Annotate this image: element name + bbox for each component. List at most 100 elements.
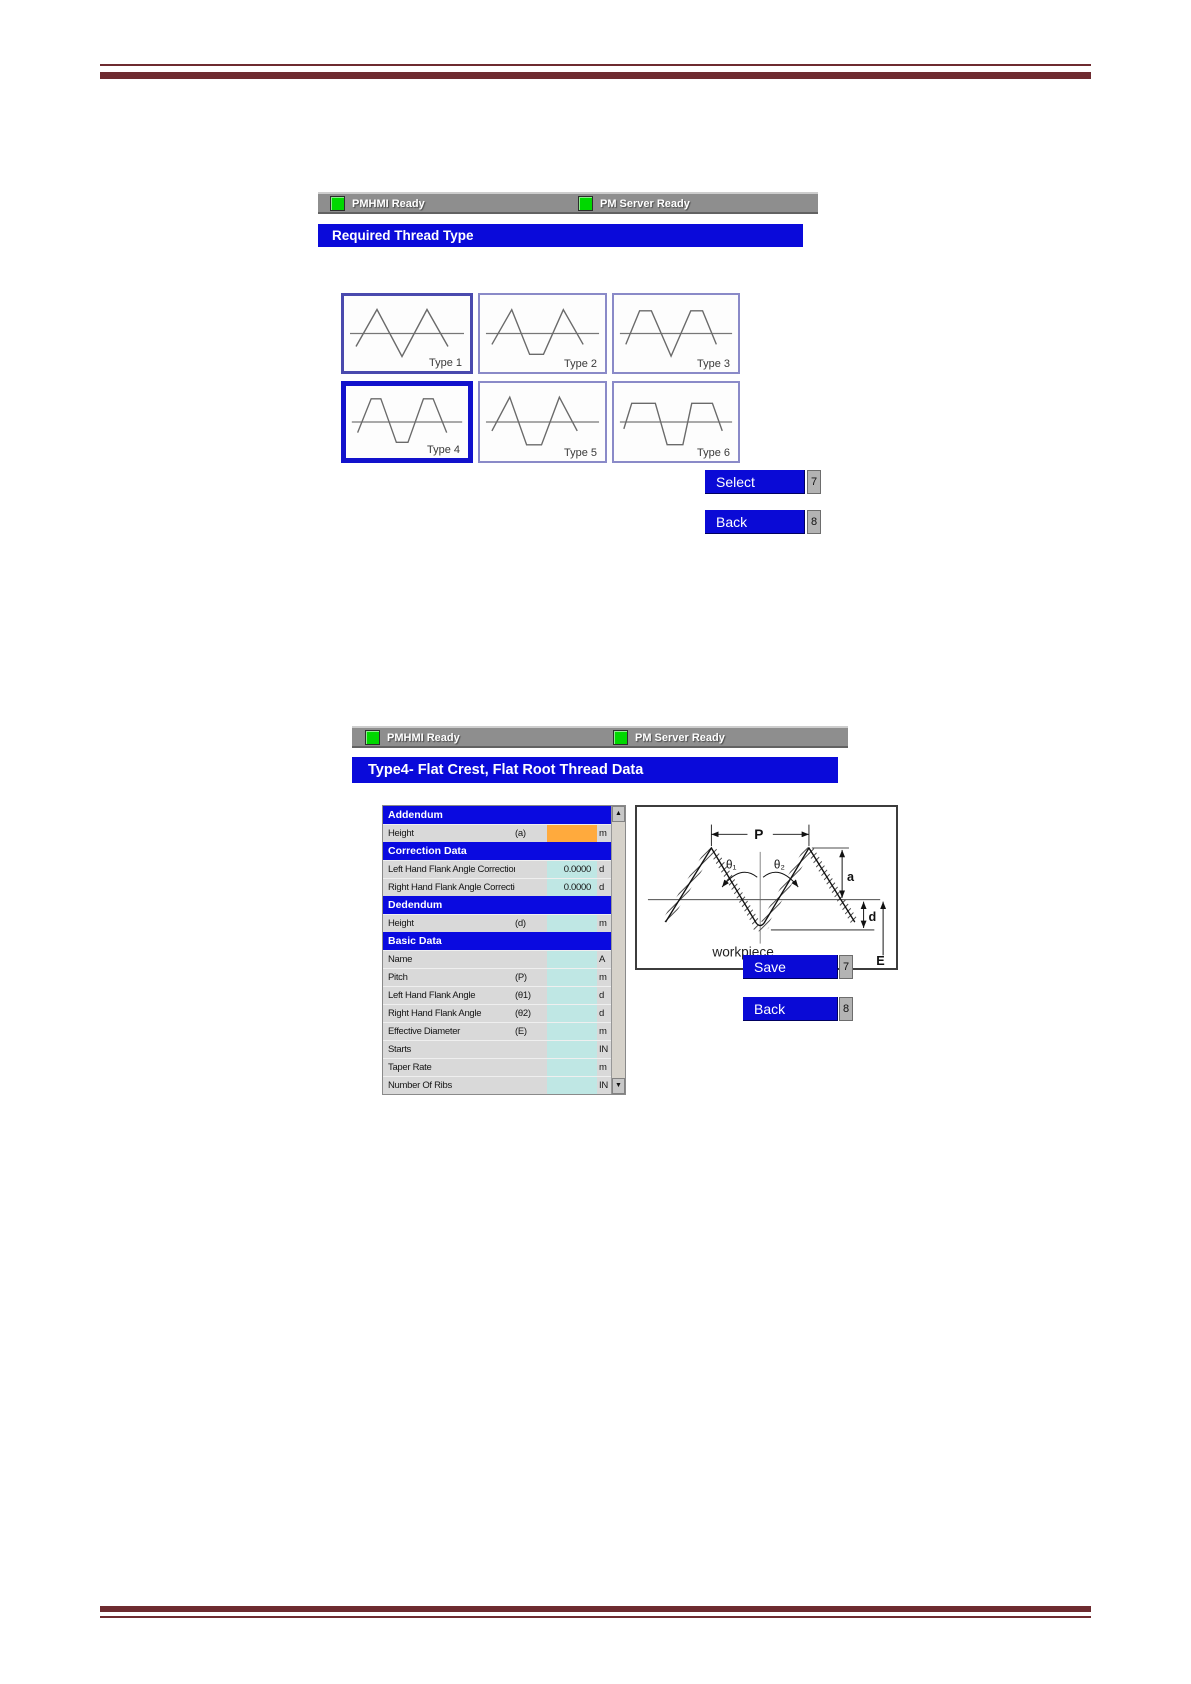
table-row: Left Hand Flank Angle Correction 0.0000 … — [383, 860, 611, 878]
value-field[interactable] — [547, 1059, 597, 1076]
thread-type-5[interactable]: Type 5 — [478, 381, 607, 463]
unit-cell: IN — [599, 1044, 608, 1055]
row-label: Right Hand Flank Angle Correction — [388, 882, 515, 893]
row-label: Effective Diameter — [388, 1026, 461, 1037]
function-key-7[interactable]: 7 — [807, 470, 821, 494]
thread-type-3[interactable]: Type 3 — [612, 293, 740, 374]
theta2-label: θ₂ — [774, 858, 785, 871]
function-key-8[interactable]: 8 — [839, 997, 853, 1021]
table-row: Left Hand Flank Angle (θ1) d — [383, 986, 611, 1004]
table-section-header: Dedendum — [383, 896, 611, 914]
value-field[interactable] — [547, 987, 597, 1004]
table-section-header: Addendum — [383, 806, 611, 824]
status-led-icon — [578, 196, 593, 211]
table-row: Right Hand Flank Angle Correction 0.0000… — [383, 878, 611, 896]
status-pm-server: PM Server Ready — [578, 196, 690, 211]
status-led-icon — [330, 196, 345, 211]
thread-type-1[interactable]: Type 1 — [341, 293, 473, 374]
value-field[interactable] — [547, 969, 597, 986]
row-label: Number Of Ribs — [388, 1080, 452, 1091]
table-section-header: Basic Data — [383, 932, 611, 950]
row-label: Height — [388, 828, 414, 839]
status-pmhmi: PMHMI Ready — [330, 196, 425, 211]
table-row: Pitch (P) m — [383, 968, 611, 986]
thread-wave-icon — [350, 308, 464, 358]
effective-diameter-label: E — [876, 954, 884, 968]
pitch-label: P — [754, 827, 763, 842]
page-header-rule-thin — [100, 64, 1091, 66]
value-field[interactable]: 0.0000 — [547, 879, 597, 896]
theta1-label: θ₁ — [726, 858, 737, 871]
thread-type-4[interactable]: Type 4 — [341, 381, 473, 463]
screenshot-type4-thread-data: PMHMI Ready PM Server Ready Type4- Flat … — [352, 726, 900, 1098]
thread-profile-panel: P θ₁ θ₂ a d E workpiece — [635, 805, 898, 970]
status-bar: PMHMI Ready PM Server Ready — [352, 726, 848, 748]
table-row: Right Hand Flank Angle (θ2) d — [383, 1004, 611, 1022]
row-symbol: (a) — [515, 828, 526, 839]
table-scrollbar[interactable]: ▲ ▼ — [611, 806, 625, 1094]
value-field[interactable] — [547, 1023, 597, 1040]
page-header-rule-thick — [100, 72, 1091, 79]
value-field[interactable]: 0.0000 — [547, 861, 597, 878]
unit-cell: A — [599, 954, 606, 965]
back-button[interactable]: Back — [705, 510, 805, 534]
row-label: Left Hand Flank Angle — [388, 990, 476, 1001]
dedendum-label: d — [868, 910, 876, 924]
save-button[interactable]: Save — [743, 955, 838, 979]
page-title: Required Thread Type — [318, 224, 803, 247]
row-symbol: (d) — [515, 918, 526, 929]
table-section-header: Correction Data — [383, 842, 611, 860]
thread-wave-icon — [485, 308, 600, 356]
table-row: Height (a) m — [383, 824, 611, 842]
thread-type-2[interactable]: Type 2 — [478, 293, 607, 374]
thread-profile-diagram: P θ₁ θ₂ a d E workpiece — [647, 824, 887, 968]
thread-type-label: Type 4 — [426, 444, 460, 456]
table-row: Name A — [383, 950, 611, 968]
row-symbol: (θ2) — [515, 1008, 531, 1019]
status-label: PMHMI Ready — [387, 731, 460, 744]
thread-data-table: Addendum Height (a) m Correction Data Le… — [382, 805, 626, 1095]
unit-cell: m — [599, 828, 607, 839]
table-row: Starts IN — [383, 1040, 611, 1058]
function-key-7[interactable]: 7 — [839, 955, 853, 979]
unit-cell: IN — [599, 1080, 608, 1091]
thread-type-label: Type 5 — [563, 447, 597, 459]
row-label: Height — [388, 918, 414, 929]
value-field[interactable] — [547, 951, 597, 968]
thread-type-label: Type 6 — [696, 447, 730, 459]
scroll-down-icon[interactable]: ▼ — [612, 1078, 625, 1094]
value-field[interactable] — [547, 915, 597, 932]
thread-type-label: Type 2 — [563, 358, 597, 370]
section-label: Basic Data — [388, 935, 442, 947]
value-field[interactable] — [547, 1041, 597, 1058]
status-led-icon — [365, 730, 380, 745]
thread-type-label: Type 1 — [428, 357, 462, 369]
table-row: Number Of Ribs IN — [383, 1076, 611, 1094]
row-label: Name — [388, 954, 413, 965]
thread-type-label: Type 3 — [696, 358, 730, 370]
page-footer-rule-thick — [100, 1606, 1091, 1612]
addendum-label: a — [847, 870, 855, 884]
row-label: Pitch — [388, 972, 408, 983]
value-field[interactable] — [547, 825, 597, 842]
row-label: Left Hand Flank Angle Correction — [388, 864, 515, 875]
status-pmhmi: PMHMI Ready — [365, 730, 460, 745]
status-bar: PMHMI Ready PM Server Ready — [318, 192, 818, 214]
scroll-up-icon[interactable]: ▲ — [612, 806, 625, 822]
table-row: Taper Rate m — [383, 1058, 611, 1076]
row-label: Right Hand Flank Angle — [388, 1008, 482, 1019]
select-button[interactable]: Select — [705, 470, 805, 494]
status-label: PM Server Ready — [600, 197, 690, 210]
thread-data-rows: Addendum Height (a) m Correction Data Le… — [383, 806, 611, 1094]
value-field[interactable] — [547, 1005, 597, 1022]
page-title: Type4- Flat Crest, Flat Root Thread Data — [352, 757, 838, 783]
screenshot-required-thread-type: PMHMI Ready PM Server Ready Required Thr… — [318, 192, 828, 542]
status-led-icon — [613, 730, 628, 745]
function-key-8[interactable]: 8 — [807, 510, 821, 534]
status-label: PMHMI Ready — [352, 197, 425, 210]
page-footer-rule-thin — [100, 1616, 1091, 1618]
thread-type-6[interactable]: Type 6 — [612, 381, 740, 463]
back-button[interactable]: Back — [743, 997, 838, 1021]
value-field[interactable] — [547, 1077, 597, 1094]
